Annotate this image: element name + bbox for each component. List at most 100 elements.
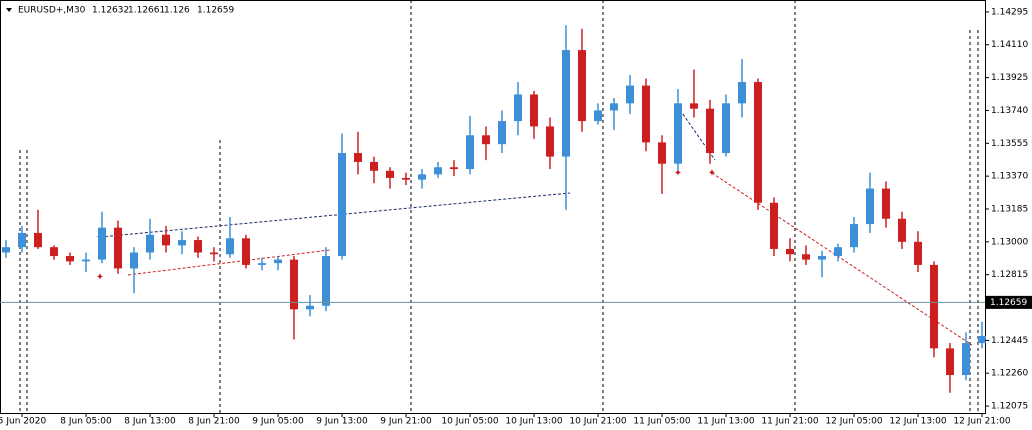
plot-frame — [0, 0, 986, 414]
current-price-box — [986, 295, 1032, 309]
candle-body — [626, 85, 634, 104]
x-tick-label: 12 Jun 21:00 — [953, 417, 1010, 427]
candle-body — [962, 343, 970, 376]
current-price-label: 1.12659 — [990, 298, 1027, 308]
candle-body — [754, 82, 762, 203]
candle-body — [546, 126, 554, 157]
y-tick-label: 1.13925 — [991, 73, 1028, 83]
candle-body — [66, 256, 74, 262]
candle-body — [434, 167, 442, 175]
candle-body — [610, 103, 618, 111]
candle-body — [594, 110, 602, 122]
candle-body — [322, 256, 330, 306]
y-tick-label: 1.13740 — [991, 106, 1028, 116]
candle-body — [658, 142, 666, 164]
y-tick-label: 1.14295 — [991, 7, 1028, 17]
candle-body — [450, 167, 458, 170]
x-tick-label: 11 Jun 05:00 — [633, 417, 690, 427]
candle-body — [722, 103, 730, 154]
candle-body — [370, 161, 378, 171]
candle-body — [162, 234, 170, 246]
candle-body — [242, 238, 250, 265]
y-tick-label: 1.13000 — [991, 237, 1028, 247]
candle-body — [642, 85, 650, 143]
candle-body — [306, 305, 314, 310]
candle-body — [674, 103, 682, 164]
candle-body — [866, 188, 874, 225]
candle-body — [498, 121, 506, 145]
candle-body — [882, 188, 890, 219]
x-tick-label: 8 Jun 05:00 — [60, 417, 112, 427]
candle-body — [770, 202, 778, 249]
header-low: 1.126 — [164, 6, 190, 16]
x-tick-label: 9 Jun 21:00 — [380, 417, 432, 427]
candle-body — [386, 170, 394, 178]
x-tick-label: 8 Jun 13:00 — [124, 417, 176, 427]
candle-body — [786, 248, 794, 255]
y-tick-label: 1.12445 — [991, 336, 1028, 346]
y-tick-label: 1.13555 — [991, 139, 1028, 149]
header-high: 1.12661 — [128, 6, 165, 16]
y-tick-label: 1.12260 — [991, 369, 1028, 379]
arrow-marker: ✦ — [708, 168, 716, 179]
candle-body — [466, 135, 474, 170]
candle-body — [130, 252, 138, 269]
y-tick-label: 1.12815 — [991, 270, 1028, 280]
candles — [2, 25, 986, 393]
header-close: 1.12659 — [197, 6, 234, 16]
x-tick-label: 12 Jun 05:00 — [825, 417, 882, 427]
candle-body — [226, 238, 234, 255]
candle-body — [34, 232, 42, 248]
x-tick-label: 9 Jun 13:00 — [316, 417, 368, 427]
x-tick-label: 5 Jun 2020 — [0, 417, 46, 427]
candle-body — [402, 177, 410, 180]
header-open: 1.12632 — [92, 6, 129, 16]
x-tick-label: 10 Jun 21:00 — [569, 417, 626, 427]
collapse-arrow[interactable] — [6, 8, 12, 12]
candle-body — [338, 153, 346, 257]
candle-body — [258, 263, 266, 265]
candle-body — [418, 174, 426, 180]
candle-body — [898, 218, 906, 242]
candle-body — [194, 240, 202, 253]
candle-body — [914, 241, 922, 265]
arrow-marker: ✦ — [674, 168, 682, 179]
candle-body — [946, 348, 954, 376]
trendline — [99, 192, 571, 238]
candle-body — [834, 247, 842, 257]
x-tick-label: 10 Jun 13:00 — [505, 417, 562, 427]
candle-body — [706, 108, 714, 154]
x-tick-label: 11 Jun 21:00 — [761, 417, 818, 427]
y-tick-label: 1.12075 — [991, 402, 1028, 412]
candle-body — [738, 82, 746, 104]
candle-body — [210, 252, 218, 255]
y-tick-label: 1.14110 — [991, 40, 1028, 50]
candle-body — [514, 94, 522, 122]
candle-body — [850, 224, 858, 248]
candle-body — [978, 335, 986, 344]
candle-body — [50, 247, 58, 257]
x-tick-label: 11 Jun 13:00 — [697, 417, 754, 427]
candle-body — [98, 227, 106, 260]
candle-body — [18, 232, 26, 248]
candle-body — [482, 135, 490, 145]
candle-body — [578, 50, 586, 122]
trendline — [127, 249, 331, 276]
candle-body — [82, 259, 90, 262]
candle-body — [146, 234, 154, 253]
candle-body — [802, 254, 810, 260]
candle-body — [354, 153, 362, 162]
x-tick-label: 8 Jun 21:00 — [188, 417, 240, 427]
candle-body — [290, 259, 298, 310]
x-tick-label: 9 Jun 05:00 — [252, 417, 304, 427]
candle-body — [930, 264, 938, 349]
x-tick-label: 10 Jun 05:00 — [441, 417, 498, 427]
x-tick-label: 12 Jun 13:00 — [889, 417, 946, 427]
candle-body — [690, 103, 698, 109]
candle-body — [178, 240, 186, 246]
candle-body — [562, 50, 570, 157]
candle-body — [274, 259, 282, 264]
symbol: EURUSD+,M30 — [18, 6, 86, 16]
